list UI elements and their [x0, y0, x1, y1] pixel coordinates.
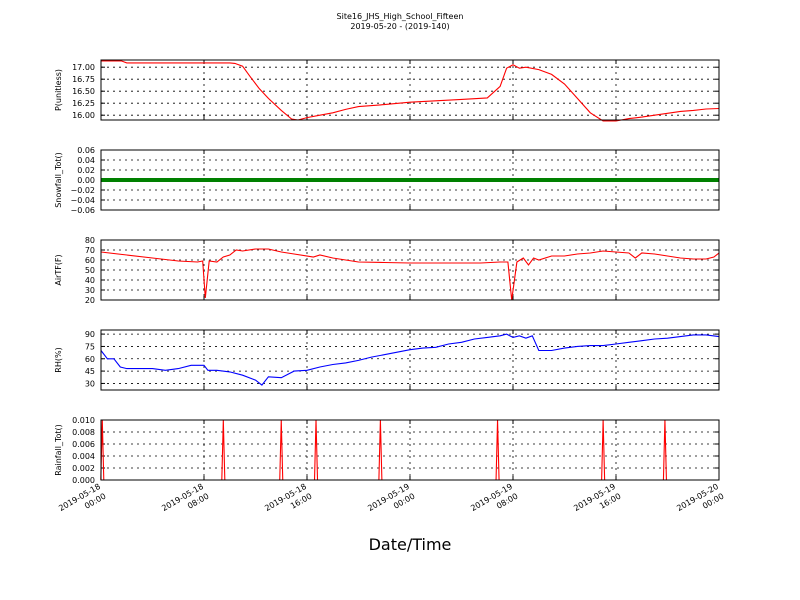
panel-frame — [100, 149, 720, 211]
y-tick-label: −0.02 — [70, 186, 95, 195]
y-tick-label: 16.75 — [72, 75, 95, 84]
y-tick-label: 45 — [85, 367, 95, 376]
panel-1: 17.00 16.75 16.50 16.25 16.00 P(unitless) — [54, 59, 720, 122]
rainfall-spike — [279, 419, 284, 481]
y-tick-label: 30 — [85, 286, 95, 295]
rainfall-spike — [221, 419, 226, 481]
rainfall-spike — [378, 419, 383, 481]
y-tick-label: 50 — [85, 266, 95, 275]
panel-5: 0.010 0.008 0.006 0.004 0.002 0.000 Rainfall_T… — [54, 416, 720, 485]
y-tick-label: 0.008 — [72, 428, 95, 437]
series-line — [101, 60, 720, 122]
series-line — [100, 248, 720, 301]
y-tick-label: 16.50 — [72, 87, 95, 96]
y-axis-label: Snowfall_Tot() — [54, 152, 63, 208]
y-tick-label: 75 — [85, 342, 95, 351]
y-tick-label: 0.000 — [72, 476, 95, 485]
chart-title: Site16_JHS_High_School_Fifteen — [337, 12, 464, 21]
y-tick-label: 90 — [85, 330, 95, 339]
panel-frame — [100, 59, 720, 121]
y-axis-label: P(unitless) — [54, 69, 63, 111]
rainfall-spike — [313, 419, 319, 481]
y-axis-label: Rainfall_Tot() — [54, 424, 63, 476]
y-tick-label: 17.00 — [72, 63, 95, 72]
y-tick-label: 0.02 — [77, 166, 95, 175]
series-line — [100, 333, 720, 386]
y-axis-label: RH(%) — [54, 347, 63, 372]
y-axis-label: AirTF(F) — [54, 254, 63, 285]
y-tick-label: 40 — [85, 276, 95, 285]
panel-frame — [100, 239, 720, 301]
y-tick-label: 70 — [85, 246, 95, 255]
y-tick-label: 0.04 — [77, 156, 95, 165]
rainfall-spike — [495, 419, 500, 481]
rainfall-spike — [601, 419, 606, 481]
y-tick-label: 0.004 — [72, 452, 95, 461]
panel-4: 90 75 60 45 30 RH(%) — [54, 329, 720, 391]
panels-group: 17.00 16.75 16.50 16.25 16.00 P(unitless) 0.06… — [54, 59, 720, 485]
panel-frame — [100, 419, 720, 481]
y-tick-label: 0.00 — [77, 176, 95, 185]
y-tick-label: −0.04 — [70, 196, 95, 205]
chart-subtitle: 2019-05-20 - (2019-140) — [350, 22, 449, 31]
y-tick-label: 60 — [85, 355, 95, 364]
y-tick-label: −0.06 — [70, 206, 95, 215]
y-tick-label: 0.06 — [77, 146, 95, 155]
rainfall-spike — [662, 419, 667, 481]
y-tick-label: 16.00 — [72, 111, 95, 120]
y-tick-label: 0.002 — [72, 464, 95, 473]
y-tick-label: 0.006 — [72, 440, 95, 449]
y-tick-label: 20 — [85, 296, 95, 305]
y-tick-label: 80 — [85, 236, 95, 245]
y-tick-label: 60 — [85, 256, 95, 265]
y-tick-label: 0.010 — [72, 416, 95, 425]
panel-frame — [100, 329, 720, 391]
y-tick-label: 16.25 — [72, 99, 95, 108]
x-axis-label: Date/Time — [369, 535, 452, 554]
panel-2: 0.060.040.020.00−0.02−0.04−0.06 Snowfall_… — [54, 146, 720, 215]
y-tick-label: 30 — [85, 379, 95, 388]
